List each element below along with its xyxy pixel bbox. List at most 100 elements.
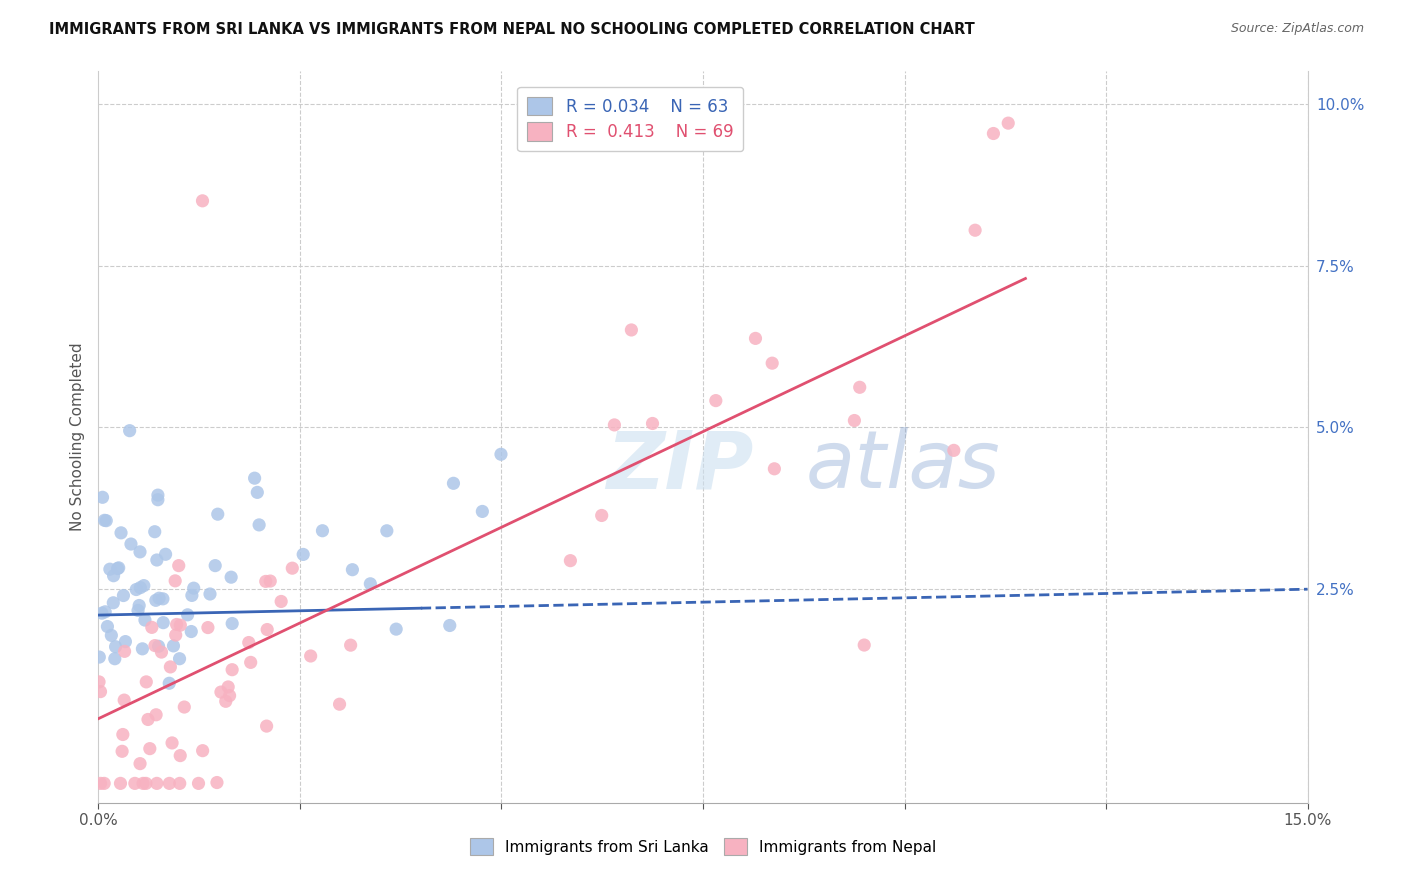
- Point: [848, 380, 870, 394]
- Point: [135, 674, 157, 689]
- Point: [129, 545, 152, 559]
- Point: [159, 660, 181, 674]
- Point: [125, 582, 148, 597]
- Point: [143, 524, 166, 539]
- Point: [89, 684, 111, 698]
- Point: [162, 639, 184, 653]
- Point: [132, 776, 155, 790]
- Point: [180, 624, 202, 639]
- Point: [152, 591, 174, 606]
- Point: [148, 591, 170, 606]
- Point: [221, 616, 243, 631]
- Point: [191, 744, 214, 758]
- Point: [166, 617, 188, 632]
- Point: [763, 462, 786, 476]
- Point: [165, 574, 187, 588]
- Point: [385, 622, 408, 636]
- Point: [281, 561, 304, 575]
- Point: [93, 513, 115, 527]
- Point: [173, 700, 195, 714]
- Point: [124, 776, 146, 790]
- Point: [157, 776, 180, 790]
- Point: [197, 621, 219, 635]
- Point: [96, 619, 118, 633]
- Point: [292, 548, 315, 562]
- Point: [247, 517, 270, 532]
- Point: [103, 596, 125, 610]
- Point: [135, 776, 157, 790]
- Point: [489, 447, 512, 461]
- Point: [110, 525, 132, 540]
- Point: [89, 776, 111, 790]
- Point: [254, 574, 277, 589]
- Point: [129, 756, 152, 771]
- Point: [120, 537, 142, 551]
- Point: [160, 736, 183, 750]
- Point: [270, 594, 292, 608]
- Point: [98, 562, 121, 576]
- Y-axis label: No Schooling Completed: No Schooling Completed: [69, 343, 84, 532]
- Point: [238, 635, 260, 649]
- Point: [139, 741, 162, 756]
- Point: [169, 748, 191, 763]
- Point: [157, 676, 180, 690]
- Point: [91, 491, 114, 505]
- Point: [641, 417, 664, 431]
- Point: [180, 589, 202, 603]
- Point: [136, 713, 159, 727]
- Text: ZIP: ZIP: [606, 427, 754, 506]
- Text: atlas: atlas: [806, 427, 1001, 506]
- Point: [439, 618, 461, 632]
- Point: [217, 680, 239, 694]
- Point: [104, 651, 127, 665]
- Point: [100, 628, 122, 642]
- Point: [620, 323, 643, 337]
- Point: [844, 413, 866, 427]
- Point: [243, 471, 266, 485]
- Point: [111, 727, 134, 741]
- Point: [94, 605, 117, 619]
- Point: [128, 599, 150, 613]
- Point: [299, 648, 322, 663]
- Point: [744, 331, 766, 345]
- Point: [311, 524, 333, 538]
- Point: [591, 508, 613, 523]
- Point: [107, 561, 129, 575]
- Point: [145, 707, 167, 722]
- Point: [443, 476, 465, 491]
- Point: [761, 356, 783, 370]
- Point: [239, 656, 262, 670]
- Point: [112, 693, 135, 707]
- Point: [339, 638, 361, 652]
- Point: [114, 644, 136, 658]
- Point: [165, 628, 187, 642]
- Point: [131, 641, 153, 656]
- Point: [145, 593, 167, 607]
- Point: [359, 576, 381, 591]
- Point: [603, 417, 626, 432]
- Point: [87, 674, 110, 689]
- Point: [329, 697, 352, 711]
- Point: [114, 634, 136, 648]
- Point: [169, 776, 191, 790]
- Point: [205, 775, 228, 789]
- Point: [169, 618, 191, 632]
- Point: [150, 645, 173, 659]
- Point: [183, 581, 205, 595]
- Point: [204, 558, 226, 573]
- Point: [110, 776, 132, 790]
- Point: [146, 776, 169, 790]
- Point: [127, 603, 149, 617]
- Point: [141, 620, 163, 634]
- Point: [853, 638, 876, 652]
- Point: [375, 524, 398, 538]
- Point: [246, 485, 269, 500]
- Point: [219, 570, 242, 584]
- Legend: Immigrants from Sri Lanka, Immigrants from Nepal: Immigrants from Sri Lanka, Immigrants fr…: [464, 832, 942, 861]
- Point: [215, 694, 238, 708]
- Point: [111, 744, 134, 758]
- Point: [560, 554, 582, 568]
- Point: [191, 194, 214, 208]
- Point: [983, 127, 1005, 141]
- Point: [134, 613, 156, 627]
